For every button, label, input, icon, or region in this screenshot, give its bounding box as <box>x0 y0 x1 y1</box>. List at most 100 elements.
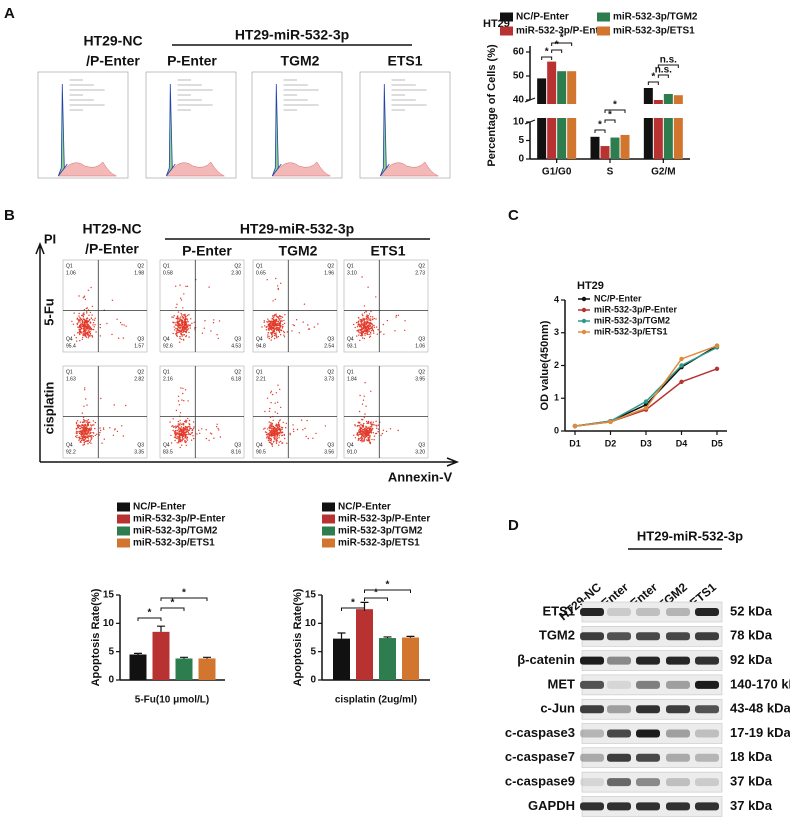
event-dot <box>172 332 174 335</box>
event-dot <box>185 324 187 326</box>
event-dot <box>286 331 288 333</box>
event-dot <box>179 446 181 449</box>
event-dot <box>81 429 83 431</box>
event-dot <box>71 320 73 323</box>
event-dot <box>87 332 89 334</box>
y-axis-label: OD value(450nm) <box>539 320 551 410</box>
event-dot <box>286 442 288 444</box>
event-dot <box>272 300 274 302</box>
event-dot <box>285 427 287 429</box>
event-dot <box>363 440 365 442</box>
event-dot <box>102 427 105 429</box>
event-dot <box>177 425 180 427</box>
event-dot <box>394 330 396 332</box>
event-dot <box>188 314 190 316</box>
event-dot <box>178 404 181 406</box>
event-dot <box>182 326 184 328</box>
blot-band <box>695 729 719 738</box>
error-bar <box>337 632 346 639</box>
event-dot <box>187 433 189 435</box>
blot-membrane <box>581 771 723 793</box>
column-header: HT29-NC <box>82 221 141 237</box>
event-dot <box>282 330 285 333</box>
event-dot <box>87 428 90 430</box>
event-dot <box>273 316 275 318</box>
event-dot <box>279 431 281 433</box>
x-tick-label: D5 <box>711 438 723 448</box>
event-dot <box>361 441 363 443</box>
event-dot <box>81 331 83 333</box>
bar <box>610 137 620 159</box>
event-dot <box>369 325 372 327</box>
event-dot <box>363 312 366 314</box>
event-dot <box>276 401 279 403</box>
event-dot <box>80 330 82 333</box>
event-dot <box>365 316 368 318</box>
event-dot <box>275 439 277 442</box>
event-dot <box>369 442 372 445</box>
event-dot <box>179 325 181 327</box>
event-dot <box>267 433 269 435</box>
event-dot <box>361 335 363 337</box>
event-dot <box>279 429 282 432</box>
event-dot <box>114 429 116 431</box>
event-dot <box>217 337 219 340</box>
panel-label: A <box>4 5 15 22</box>
event-dot <box>204 320 206 322</box>
event-dot <box>85 329 87 332</box>
event-dot <box>83 418 85 421</box>
event-dot <box>90 428 92 431</box>
event-dot <box>86 317 89 320</box>
significance-bracket <box>604 119 616 123</box>
quadrant-name: Q4 <box>66 336 73 342</box>
event-dot <box>172 321 174 323</box>
quadrant-name: Q3 <box>327 336 334 342</box>
event-dot <box>100 429 102 432</box>
legend-label: miR-532-3p/ETS1 <box>338 538 420 549</box>
event-dot <box>185 444 187 447</box>
event-dot <box>176 432 178 434</box>
point <box>643 399 649 404</box>
event-dot <box>181 319 184 322</box>
event-dot <box>277 320 280 323</box>
event-dot <box>177 311 180 313</box>
group-header: HT29-miR-532-3p <box>240 221 354 237</box>
event-dot <box>92 324 94 326</box>
event-dot <box>272 427 274 429</box>
event-dot <box>367 430 370 432</box>
event-dot <box>367 322 370 324</box>
y-tick-label: 10 <box>103 618 115 629</box>
event-dot <box>366 323 368 325</box>
blot-band <box>580 729 604 738</box>
event-dot <box>185 326 187 329</box>
event-dot <box>183 435 185 437</box>
x-tick-label: S <box>607 167 614 178</box>
event-dot <box>180 430 183 432</box>
blot-band <box>580 705 604 714</box>
event-dot <box>196 433 198 435</box>
quadrant-value: 93.1 <box>347 343 357 349</box>
quadrant-value: 94.8 <box>256 343 266 349</box>
event-dot <box>372 421 374 423</box>
event-dot <box>182 316 184 318</box>
event-dot <box>275 277 277 280</box>
event-dot <box>363 416 365 419</box>
event-dot <box>83 327 85 329</box>
event-dot <box>365 430 367 432</box>
column-header: /P-Enter <box>85 241 139 257</box>
event-dot <box>174 329 176 331</box>
event-dot <box>368 336 371 338</box>
histogram-frame <box>359 71 451 179</box>
event-dot <box>370 421 372 423</box>
blot-band <box>607 680 631 689</box>
quadrant-value: 2.21 <box>256 376 266 382</box>
event-dot <box>179 427 181 429</box>
event-dot <box>268 429 271 432</box>
blot-band <box>607 729 631 738</box>
event-dot <box>83 427 85 429</box>
x-axis-label: cisplatin (2ug/ml) <box>335 695 417 706</box>
event-dot <box>87 440 89 443</box>
quadrant-name: Q2 <box>327 369 334 375</box>
dot-plot-frame <box>343 365 429 459</box>
event-dot <box>79 332 81 335</box>
